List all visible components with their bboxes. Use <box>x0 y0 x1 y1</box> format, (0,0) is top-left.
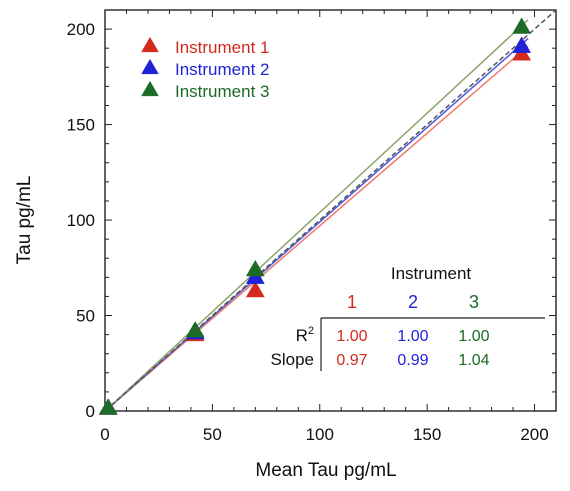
x-tick-label: 50 <box>203 425 222 444</box>
stats-value: 1.00 <box>397 328 428 345</box>
y-tick-label: 150 <box>67 116 95 135</box>
identity-line <box>104 9 557 412</box>
fit-line-instrument-1 <box>104 45 529 412</box>
data-point-instrument-3 <box>245 259 265 277</box>
stats-value: 0.97 <box>336 352 367 369</box>
stats-title: Instrument <box>391 264 472 283</box>
stats-row-label: R2 <box>296 325 314 345</box>
y-axis-label: Tau pg/mL <box>14 176 35 265</box>
stats-table: Instrument 1 2 3 R2 1.00 1.00 1.00 Slope 0.97 0.99… <box>271 264 545 371</box>
stats-value: 1.04 <box>458 352 489 369</box>
data-point-instrument-3 <box>185 320 205 338</box>
tick-labels: 0 50 100 150 200 0 50 100 150 200 <box>67 20 549 444</box>
fit-lines <box>104 9 557 412</box>
legend: Instrument 1 Instrument 2 Instrument 3 <box>141 36 270 101</box>
data-point-instrument-3 <box>98 398 118 415</box>
stats-column-header: 1 <box>347 292 357 312</box>
plot-frame <box>104 9 557 412</box>
data-point-instrument-3 <box>512 17 532 34</box>
legend-marker-instrument-3 <box>141 80 159 97</box>
x-tick-label: 0 <box>100 425 109 444</box>
y-tick-label: 50 <box>76 307 95 326</box>
legend-label: Instrument 1 <box>175 38 270 57</box>
stats-column-header: 2 <box>408 292 418 312</box>
stats-column-header: 3 <box>469 292 479 312</box>
data-point-instrument-2 <box>512 36 532 53</box>
legend-marker-instrument-1 <box>141 36 159 53</box>
x-axis-label: Mean Tau pg/mL <box>255 460 396 481</box>
stats-value: 1.00 <box>458 328 489 345</box>
fit-line-instrument-2 <box>104 38 529 412</box>
data-points <box>98 17 532 415</box>
stats-row-label: Slope <box>271 350 314 369</box>
fit-line-instrument-3 <box>104 19 529 412</box>
stats-value: 0.99 <box>397 352 428 369</box>
stats-value: 1.00 <box>336 328 367 345</box>
stats-row-label-superscript: 2 <box>308 325 314 337</box>
legend-label: Instrument 2 <box>175 60 270 79</box>
x-tick-label: 100 <box>306 425 334 444</box>
y-tick-label: 0 <box>86 402 95 421</box>
x-tick-label: 200 <box>520 425 548 444</box>
x-tick-label: 150 <box>413 425 441 444</box>
y-tick-label: 100 <box>67 211 95 230</box>
y-tick-label: 200 <box>67 20 95 39</box>
legend-marker-instrument-2 <box>141 58 159 75</box>
legend-label: Instrument 3 <box>175 82 270 101</box>
plot-border <box>104 9 557 412</box>
data-point-instrument-1 <box>245 280 265 298</box>
axis-ticks <box>104 9 557 412</box>
